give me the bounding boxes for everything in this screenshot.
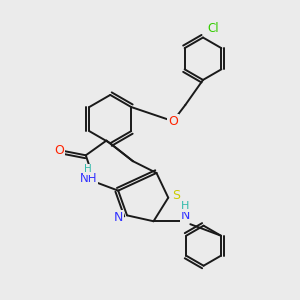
Text: N: N bbox=[114, 211, 124, 224]
Text: N: N bbox=[181, 209, 190, 223]
Text: H: H bbox=[181, 201, 190, 211]
Text: O: O bbox=[54, 144, 64, 157]
Text: H: H bbox=[84, 164, 92, 174]
Text: NH: NH bbox=[80, 172, 97, 185]
Text: Cl: Cl bbox=[208, 22, 219, 35]
Text: O: O bbox=[168, 115, 178, 128]
Text: S: S bbox=[172, 189, 181, 202]
